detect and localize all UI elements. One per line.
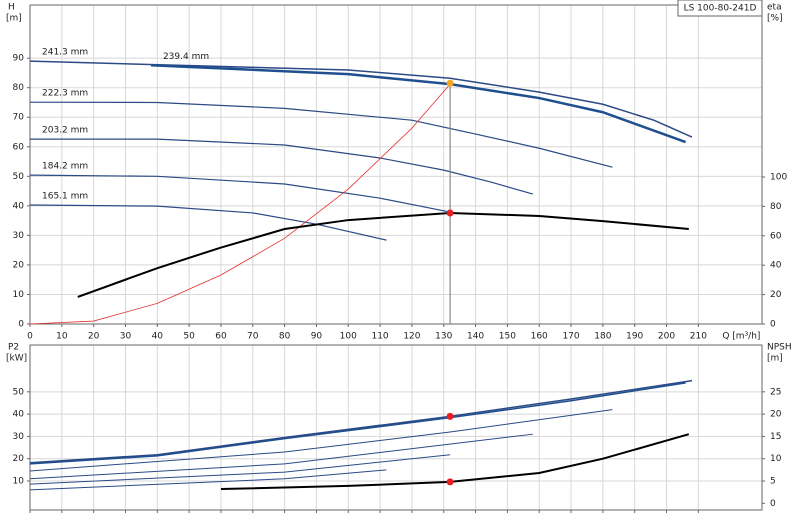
x-tick-label: 210 <box>690 332 707 342</box>
curve <box>29 433 533 480</box>
y2-tick-label: 100 <box>770 172 787 182</box>
curve <box>29 469 387 491</box>
operating-point <box>446 209 454 217</box>
y-tick-label: 0 <box>18 320 24 330</box>
curve <box>29 174 451 213</box>
plot-frame <box>29 344 763 511</box>
x-tick-label: 170 <box>562 332 579 342</box>
curve <box>29 204 387 241</box>
y-tick-label: 10 <box>13 477 25 487</box>
curve <box>29 454 451 485</box>
y-tick-label: 40 <box>13 201 25 211</box>
curve-label: 241.3 mm <box>42 48 88 58</box>
y-tick-label: 80 <box>13 83 25 93</box>
y-tick-label: 30 <box>13 432 25 442</box>
y2-tick-label: 15 <box>770 432 781 442</box>
x-tick-label: 0 <box>27 332 33 342</box>
y-axis-label: P2 <box>8 343 19 353</box>
y-axis-label: H <box>8 3 15 13</box>
curve <box>30 138 534 195</box>
y-tick-label: 20 <box>13 454 25 464</box>
y2-axis-label: NPSH <box>767 343 792 353</box>
x-tick-label: 80 <box>279 332 291 342</box>
curve <box>29 379 693 464</box>
curve <box>150 64 687 144</box>
y2-axis-label: eta <box>767 3 782 13</box>
chart-title: LS 100-80-241D <box>684 4 757 14</box>
curve <box>29 382 686 465</box>
curve-label: 239.4 mm <box>163 52 209 62</box>
x-tick-label: 190 <box>626 332 643 342</box>
y2-tick-label: 5 <box>770 477 776 487</box>
curve-label: 222.3 mm <box>42 89 88 99</box>
curve-label: 184.2 mm <box>42 162 88 172</box>
y2-tick-label: 0 <box>770 320 776 330</box>
y-tick-label: 70 <box>13 113 25 123</box>
x-tick-label: 110 <box>371 332 388 342</box>
curve-label: 203.2 mm <box>42 126 88 136</box>
curve <box>29 83 451 325</box>
y-tick-label: 40 <box>13 410 25 420</box>
operating-point <box>446 478 454 486</box>
y2-tick-label: 80 <box>770 202 782 212</box>
y-tick-label: 10 <box>13 290 25 300</box>
y2-tick-label: 10 <box>770 454 782 464</box>
y2-axis-unit: [%] <box>767 14 783 24</box>
x-tick-label: 90 <box>311 332 323 342</box>
y-axis-unit: [m] <box>6 14 22 24</box>
y-tick-label: 60 <box>13 142 25 152</box>
x-tick-label: 30 <box>120 332 132 342</box>
title-box <box>677 0 763 17</box>
y2-tick-label: 20 <box>770 410 782 420</box>
y-tick-label: 90 <box>13 54 25 64</box>
y2-tick-label: 0 <box>770 499 776 509</box>
x-tick-label: 200 <box>658 332 675 342</box>
x-tick-label: 70 <box>247 332 259 342</box>
y2-tick-label: 60 <box>770 231 782 241</box>
plot-frame <box>29 4 763 325</box>
y-tick-label: 30 <box>13 231 25 241</box>
x-tick-label: 50 <box>183 332 195 342</box>
x-tick-label: 130 <box>435 332 452 342</box>
operating-point <box>446 79 454 87</box>
y-tick-label: 50 <box>13 387 25 397</box>
y2-tick-label: 25 <box>770 387 781 397</box>
y-tick-label: 50 <box>13 172 25 182</box>
curve <box>29 60 693 138</box>
y-axis-unit: [kW] <box>6 354 27 364</box>
y2-axis-unit: [m] <box>767 354 783 364</box>
x-tick-label: 10 <box>56 332 68 342</box>
curve <box>29 101 613 168</box>
x-tick-label: 120 <box>403 332 420 342</box>
curve-label: 165.1 mm <box>42 191 88 201</box>
x-tick-label: 60 <box>215 332 227 342</box>
x-axis-label: Q [m³/h] <box>722 332 760 342</box>
y2-tick-label: 20 <box>770 290 782 300</box>
operating-point <box>446 412 454 420</box>
x-tick-label: 150 <box>499 332 516 342</box>
x-tick-label: 100 <box>340 332 357 342</box>
curve <box>77 212 689 298</box>
x-tick-label: 180 <box>594 332 611 342</box>
x-tick-label: 40 <box>152 332 164 342</box>
x-tick-label: 20 <box>88 332 100 342</box>
y2-tick-label: 40 <box>770 261 782 271</box>
curve <box>29 409 613 472</box>
y-tick-label: 20 <box>13 260 25 270</box>
curve <box>220 433 690 491</box>
x-tick-label: 140 <box>467 332 484 342</box>
x-tick-label: 160 <box>531 332 548 342</box>
